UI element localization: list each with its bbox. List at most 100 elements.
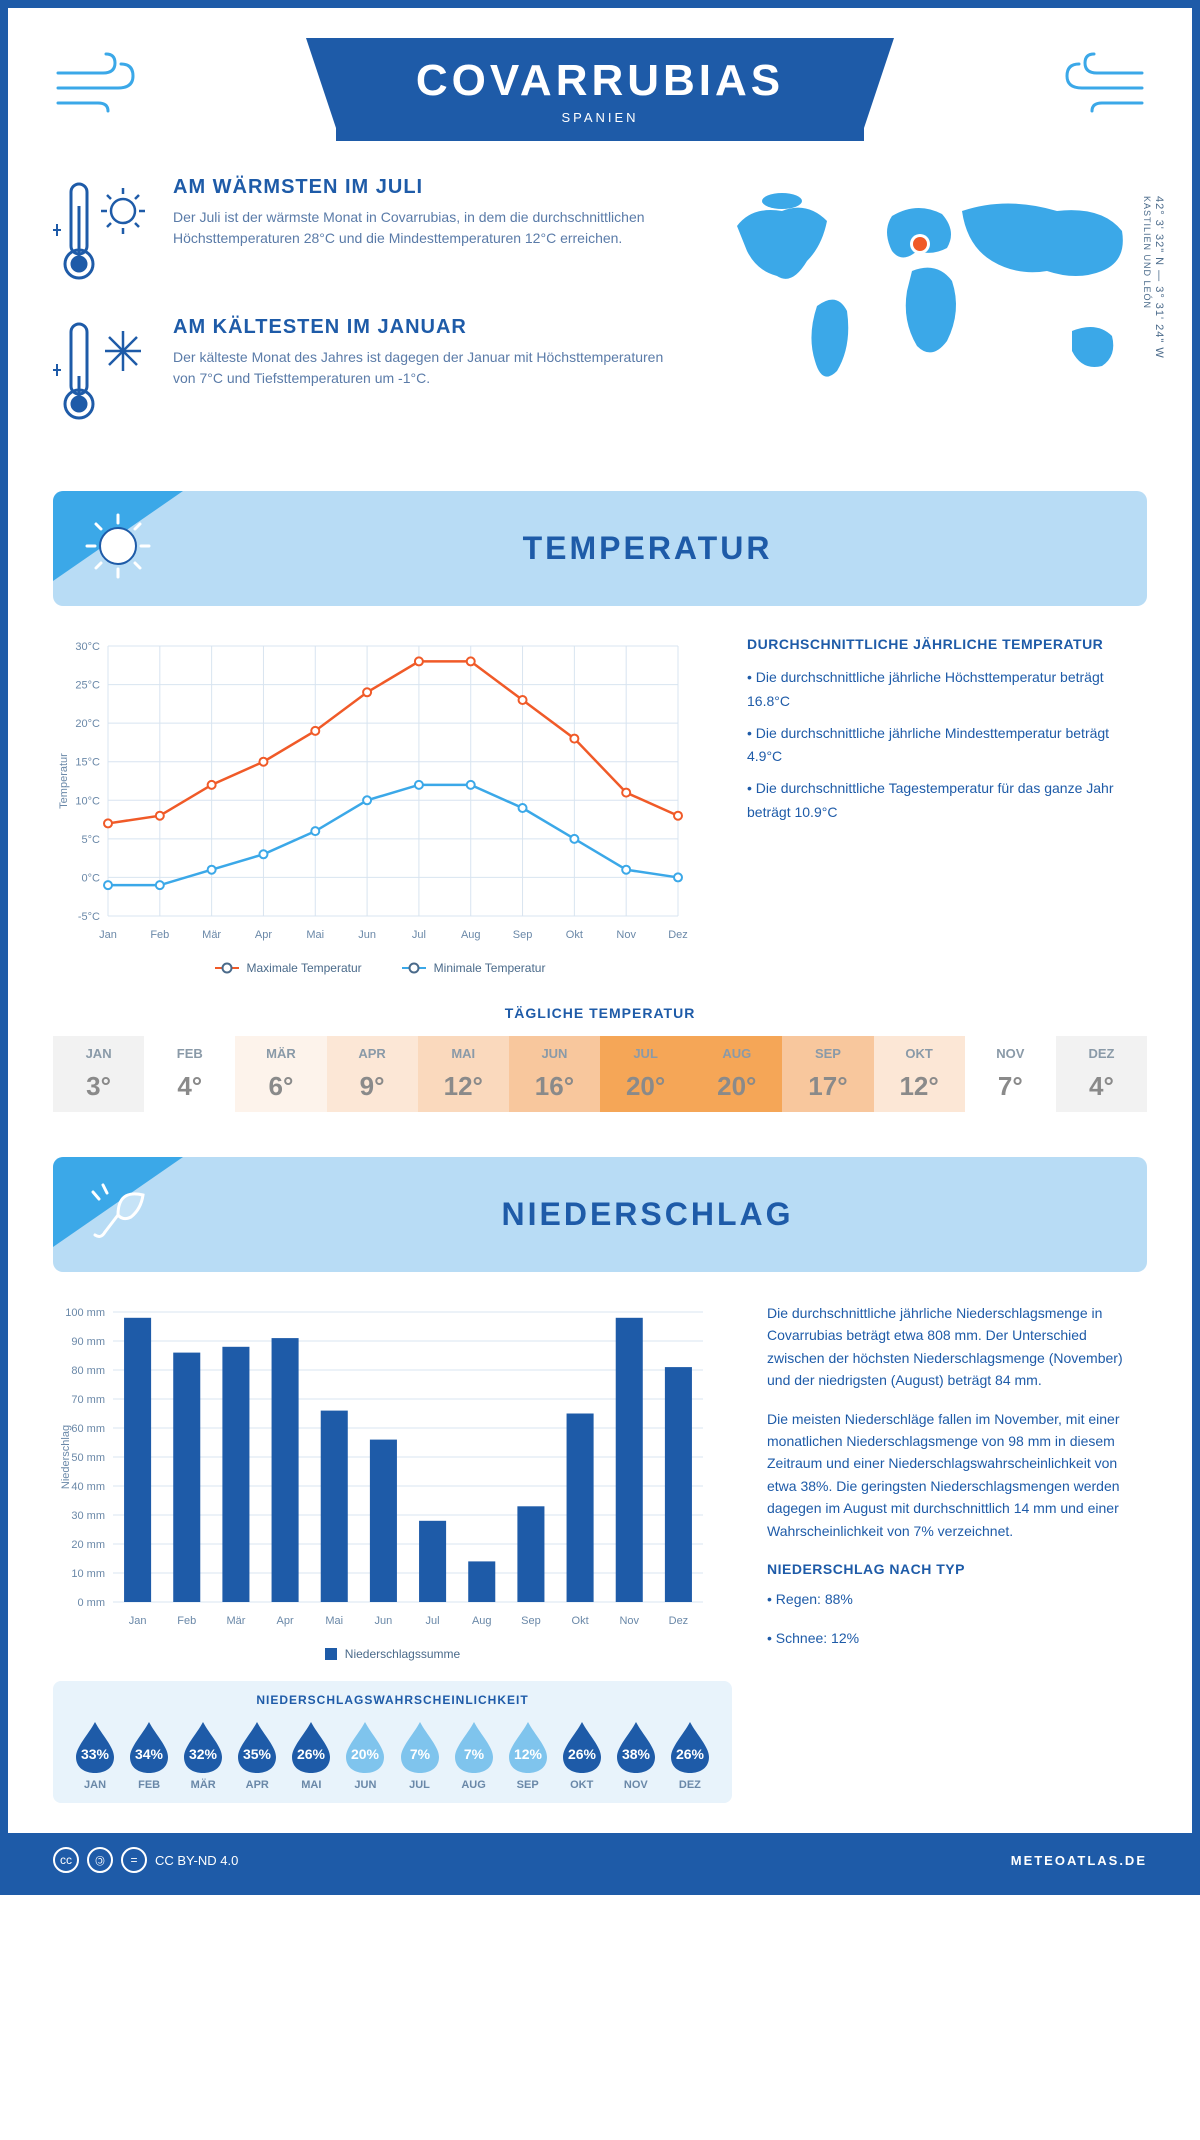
bytype-line: • Regen: 88% (767, 1588, 1147, 1610)
svg-text:Jul: Jul (426, 1615, 440, 1627)
bytype-line: • Schnee: 12% (767, 1627, 1147, 1649)
city-title: COVARRUBIAS (416, 56, 784, 106)
svg-text:Okt: Okt (572, 1615, 589, 1627)
svg-text:Apr: Apr (277, 1615, 294, 1627)
svg-text:35%: 35% (243, 1746, 272, 1762)
section-title: NIEDERSCHLAG (178, 1196, 1117, 1233)
probability-drop: 26%MAI (284, 1719, 338, 1791)
warmest-block: AM WÄRMSTEN IM JULI Der Juli ist der wär… (53, 176, 667, 291)
svg-text:Dez: Dez (669, 1615, 689, 1627)
precip-legend: Niederschlagssumme (53, 1647, 732, 1661)
daily-cell: DEZ4° (1056, 1036, 1147, 1112)
title-banner: COVARRUBIAS SPANIEN (336, 38, 864, 141)
precipitation-left: 0 mm10 mm20 mm30 mm40 mm50 mm60 mm70 mm8… (53, 1302, 732, 1803)
svg-text:Jan: Jan (129, 1615, 147, 1627)
probability-drop: 7%JUL (392, 1719, 446, 1791)
probability-drop: 26%OKT (555, 1719, 609, 1791)
svg-text:10 mm: 10 mm (71, 1568, 105, 1580)
daily-cell: AUG20° (691, 1036, 782, 1112)
summary-row: AM WÄRMSTEN IM JULI Der Juli ist der wär… (53, 176, 1147, 456)
temperature-stats: DURCHSCHNITTLICHE JÄHRLICHE TEMPERATUR •… (747, 636, 1147, 975)
svg-text:7%: 7% (409, 1746, 430, 1762)
probability-drop: 32%MÄR (176, 1719, 230, 1791)
svg-text:26%: 26% (676, 1746, 705, 1762)
sun-icon (83, 511, 153, 586)
stats-line: • Die durchschnittliche jährliche Mindes… (747, 722, 1147, 770)
umbrella-icon (83, 1177, 153, 1252)
svg-text:Dez: Dez (668, 929, 688, 941)
svg-text:Sep: Sep (521, 1615, 541, 1627)
thermometer-sun-icon (53, 176, 153, 291)
svg-text:Aug: Aug (461, 929, 481, 941)
section-header-temperature: TEMPERATUR (53, 491, 1147, 606)
stats-line: • Die durchschnittliche jährliche Höchst… (747, 666, 1147, 714)
svg-text:-5°C: -5°C (78, 911, 100, 923)
svg-text:12%: 12% (514, 1746, 543, 1762)
by-icon: 🄯 (87, 1847, 113, 1873)
svg-text:0°C: 0°C (82, 872, 101, 884)
section-title: TEMPERATUR (178, 530, 1117, 567)
svg-text:Temperatur: Temperatur (58, 753, 70, 809)
bytype-title: NIEDERSCHLAG NACH TYP (767, 1558, 1147, 1580)
precipitation-probability: NIEDERSCHLAGSWAHRSCHEINLICHKEIT 33%JAN34… (53, 1681, 732, 1803)
daily-cell: MAI12° (418, 1036, 509, 1112)
header: COVARRUBIAS SPANIEN (53, 38, 1147, 141)
svg-text:26%: 26% (568, 1746, 597, 1762)
license: cc 🄯 = CC BY-ND 4.0 (53, 1847, 238, 1873)
svg-text:40 mm: 40 mm (71, 1481, 105, 1493)
svg-text:0 mm: 0 mm (78, 1597, 106, 1609)
svg-text:Aug: Aug (472, 1615, 492, 1627)
coldest-text: Der kälteste Monat des Jahres ist dagege… (173, 347, 667, 389)
svg-text:20 mm: 20 mm (71, 1539, 105, 1551)
nd-icon: = (121, 1847, 147, 1873)
probability-drop: 38%NOV (609, 1719, 663, 1791)
precip-p2: Die meisten Niederschläge fallen im Nove… (767, 1408, 1147, 1542)
svg-text:20°C: 20°C (75, 718, 100, 730)
daily-temp-title: TÄGLICHE TEMPERATUR (53, 1005, 1147, 1021)
svg-text:Feb: Feb (150, 929, 169, 941)
svg-text:Apr: Apr (255, 929, 272, 941)
svg-text:Jan: Jan (99, 929, 117, 941)
stats-title: DURCHSCHNITTLICHE JÄHRLICHE TEMPERATUR (747, 636, 1147, 652)
svg-text:100 mm: 100 mm (65, 1307, 105, 1319)
coldest-title: AM KÄLTESTEN IM JANUAR (173, 316, 667, 339)
warmest-title: AM WÄRMSTEN IM JULI (173, 176, 667, 199)
precipitation-row: 0 mm10 mm20 mm30 mm40 mm50 mm60 mm70 mm8… (53, 1302, 1147, 1803)
section-header-precipitation: NIEDERSCHLAG (53, 1157, 1147, 1272)
svg-text:26%: 26% (297, 1746, 326, 1762)
daily-cell: JUN16° (509, 1036, 600, 1112)
thermometer-snow-icon (53, 316, 153, 431)
svg-text:90 mm: 90 mm (71, 1336, 105, 1348)
svg-text:15°C: 15°C (75, 757, 100, 769)
daily-cell: SEP17° (782, 1036, 873, 1112)
daily-cell: NOV7° (965, 1036, 1056, 1112)
daily-cell: JUL20° (600, 1036, 691, 1112)
svg-text:70 mm: 70 mm (71, 1394, 105, 1406)
svg-text:Feb: Feb (177, 1615, 196, 1627)
svg-text:Mär: Mär (226, 1615, 245, 1627)
svg-text:34%: 34% (135, 1746, 164, 1762)
temperature-chart-row: -5°C0°C5°C10°C15°C20°C25°C30°CJanFebMärA… (53, 636, 1147, 975)
probability-drop: 20%JUN (338, 1719, 392, 1791)
probability-drop: 7%AUG (447, 1719, 501, 1791)
precipitation-bar-chart: 0 mm10 mm20 mm30 mm40 mm50 mm60 mm70 mm8… (53, 1302, 713, 1632)
svg-text:38%: 38% (622, 1746, 651, 1762)
daily-cell: APR9° (327, 1036, 418, 1112)
warmest-text: Der Juli ist der wärmste Monat in Covarr… (173, 207, 667, 249)
svg-text:30 mm: 30 mm (71, 1510, 105, 1522)
daily-cell: MÄR6° (235, 1036, 326, 1112)
svg-text:Niederschlag: Niederschlag (60, 1425, 72, 1489)
svg-text:Jun: Jun (358, 929, 376, 941)
svg-text:Mär: Mär (202, 929, 221, 941)
world-map: 42° 3' 32" N — 3° 31' 24" W KASTILIEN UN… (707, 176, 1147, 456)
summary-text: AM WÄRMSTEN IM JULI Der Juli ist der wär… (53, 176, 667, 456)
probability-drop: 35%APR (230, 1719, 284, 1791)
svg-text:7%: 7% (463, 1746, 484, 1762)
svg-text:Okt: Okt (566, 929, 583, 941)
svg-text:60 mm: 60 mm (71, 1423, 105, 1435)
svg-text:50 mm: 50 mm (71, 1452, 105, 1464)
content: COVARRUBIAS SPANIEN AM WÄRMSTEN IM JULI … (8, 8, 1192, 1833)
svg-text:Jun: Jun (375, 1615, 393, 1627)
svg-text:33%: 33% (81, 1746, 110, 1762)
wind-icon (53, 48, 143, 130)
